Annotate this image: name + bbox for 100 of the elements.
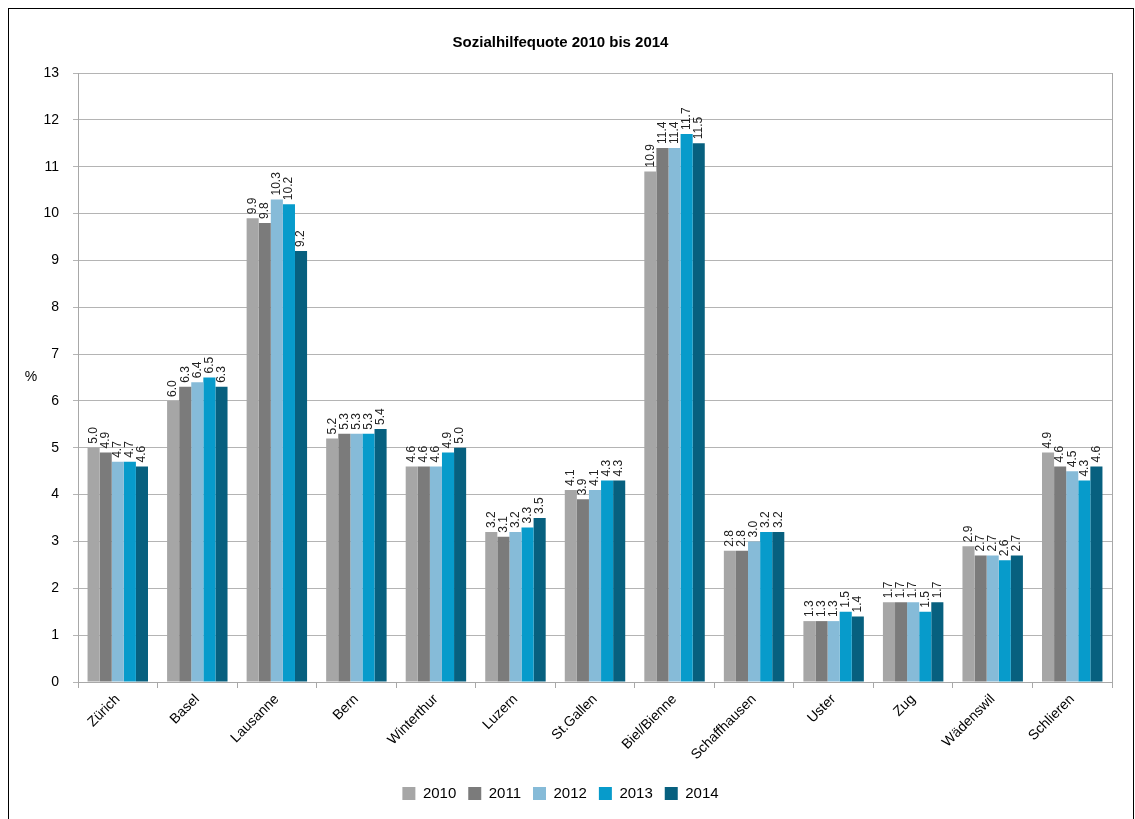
- bar: [882, 602, 896, 682]
- bar: [588, 489, 602, 682]
- y-tick-label: 12: [43, 110, 60, 127]
- data-label: 3.2: [507, 511, 522, 529]
- data-label: 5.4: [372, 408, 387, 426]
- data-label: 2.7: [972, 534, 987, 552]
- bar: [485, 532, 498, 682]
- legend-label: 2013: [619, 783, 653, 801]
- bar: [895, 602, 908, 682]
- bar: [1066, 471, 1079, 682]
- bar: [668, 147, 681, 682]
- bar: [644, 171, 657, 682]
- bar: [748, 541, 761, 682]
- data-label: 4.9: [440, 431, 455, 449]
- bar: [350, 433, 363, 682]
- data-label: 3.2: [770, 511, 785, 529]
- bar: [1054, 466, 1067, 682]
- data-label: 5.0: [452, 426, 467, 444]
- data-label: 6.5: [201, 356, 216, 374]
- y-tick-label: 7: [51, 344, 60, 361]
- bar: [215, 386, 228, 682]
- data-label: 11.5: [691, 116, 706, 140]
- bar: [111, 461, 124, 682]
- data-label: 3.2: [483, 511, 498, 529]
- data-label: 4.1: [587, 468, 602, 486]
- bar: [123, 461, 136, 682]
- data-label: 3.0: [746, 520, 761, 538]
- y-tick-label: 4: [51, 485, 60, 502]
- data-label: 5.2: [324, 417, 339, 435]
- y-tick-label: 0: [51, 672, 60, 689]
- y-tick-label: 3: [51, 532, 60, 549]
- legend-label: 2011: [488, 783, 522, 801]
- bar: [258, 222, 271, 682]
- bar: [803, 621, 816, 682]
- bar: [656, 147, 669, 682]
- y-tick-label: 10: [43, 204, 60, 221]
- bar: [441, 452, 455, 682]
- bar: [1010, 555, 1023, 682]
- data-label: 4.6: [1052, 445, 1067, 463]
- data-label: 1.3: [825, 600, 840, 618]
- bar: [282, 204, 295, 682]
- bar: [1090, 466, 1103, 682]
- bar: [986, 555, 999, 682]
- bar: [815, 621, 828, 682]
- bar: [760, 532, 773, 682]
- data-label: 1.3: [813, 600, 828, 618]
- data-label: 1.7: [893, 581, 908, 599]
- bar: [998, 560, 1011, 682]
- data-label: 9.9: [244, 197, 259, 215]
- chart-title: Sozialhilfequote 2010 bis 2014: [452, 33, 670, 51]
- data-label: 5.3: [348, 412, 363, 430]
- bar: [497, 536, 510, 682]
- data-label: 4.9: [97, 431, 112, 449]
- bar: [613, 480, 626, 682]
- data-label: 1.7: [905, 581, 920, 599]
- data-label: 10.3: [269, 171, 284, 196]
- data-label: 1.7: [929, 581, 944, 599]
- bar: [417, 466, 430, 682]
- bar: [827, 621, 840, 682]
- data-label: 4.6: [134, 445, 149, 463]
- bar: [576, 499, 589, 682]
- data-label: 11.4: [666, 121, 681, 144]
- data-label: 2.8: [722, 529, 737, 547]
- bar: [338, 433, 351, 682]
- bar: [564, 489, 577, 682]
- y-tick-label: 5: [51, 438, 60, 455]
- bar: [135, 466, 148, 682]
- bar: [294, 251, 308, 682]
- bar: [203, 377, 216, 682]
- data-label: 4.1: [563, 468, 578, 486]
- bar: [680, 133, 693, 682]
- bar: [362, 433, 375, 682]
- y-tick-label: 8: [51, 298, 60, 315]
- y-tick-label: 1: [51, 626, 60, 643]
- data-label: 2.9: [960, 525, 975, 543]
- data-label: 1.5: [838, 590, 853, 608]
- data-label: 11.7: [678, 107, 693, 130]
- bar: [246, 218, 259, 682]
- data-label: 6.3: [213, 365, 228, 383]
- bar: [99, 452, 112, 682]
- data-label: 1.3: [801, 600, 816, 618]
- bar: [405, 466, 418, 682]
- data-label: 4.7: [110, 440, 125, 458]
- y-tick-label: 2: [51, 579, 60, 596]
- bar: [429, 466, 442, 682]
- legend-label: 2012: [553, 783, 587, 801]
- bar: [167, 400, 180, 682]
- data-label: 6.4: [189, 361, 204, 379]
- data-label: 4.3: [1076, 459, 1091, 477]
- bar: [1042, 452, 1055, 682]
- data-label: 1.5: [917, 590, 932, 608]
- data-label: 2.8: [734, 529, 749, 547]
- data-label: 6.3: [177, 365, 192, 383]
- data-label: 4.3: [611, 459, 626, 477]
- data-label: 4.9: [1040, 431, 1055, 449]
- bar: [374, 429, 387, 682]
- bar: [87, 447, 100, 682]
- data-label: 10.2: [281, 176, 296, 201]
- legend-label: 2010: [422, 783, 457, 801]
- data-label: 3.1: [495, 515, 510, 533]
